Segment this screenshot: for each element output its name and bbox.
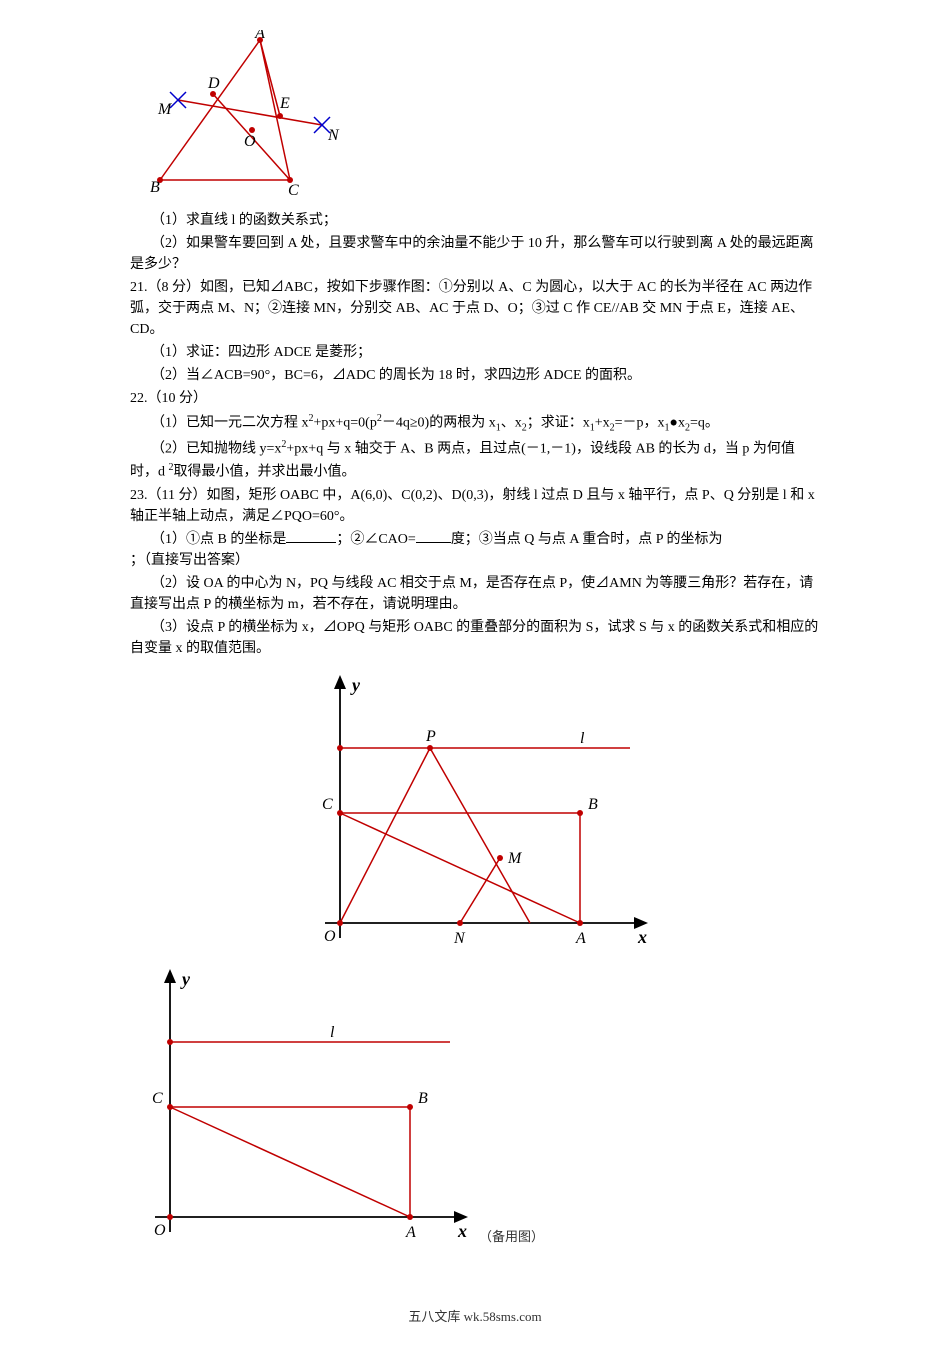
label-l3: l	[330, 1024, 335, 1041]
label-y-axis-3: y	[180, 969, 191, 989]
q23-sub1-c: 度；③当点 Q 与点 A 重合时，点 P 的坐标为	[451, 532, 723, 547]
q23-sub2: （2）设 OA 的中心为 N，PQ 与线段 AC 相交于点 M，是否存在点 P，…	[130, 573, 820, 615]
label-x-axis-3: x	[457, 1221, 467, 1241]
q23-header: 23.（11 分）如图，矩形 OABC 中，A(6,0)、C(0,2)、D(0,…	[130, 485, 820, 527]
q22-sub1-i: =q。	[690, 416, 719, 431]
label-n2: N	[453, 930, 466, 947]
label-b2: B	[588, 796, 598, 813]
figure-coord-main: y x O A B C P l M N	[280, 663, 820, 953]
figure3-caption: （备用图）	[479, 1227, 544, 1247]
q20-sub2: （2）如果警车要回到 A 处，且要求警车中的余油量不能少于 10 升，那么警车可…	[130, 233, 820, 275]
label-y-axis: y	[350, 675, 361, 695]
triangle-diagram: A B C D E M N O	[130, 30, 360, 200]
q21-sub1: （1）求证：四边形 ADCE 是菱形；	[130, 342, 820, 363]
label-b3: B	[418, 1090, 428, 1107]
label-c2: C	[322, 796, 333, 813]
q22-sub1-d: 、x	[501, 416, 522, 431]
page-footer: 五八文库 wk.58sms.com	[130, 1307, 820, 1327]
label-a2: A	[575, 930, 586, 947]
label-a: A	[254, 30, 265, 42]
q23-sub1-b: ；②∠CAO=	[336, 532, 415, 547]
q22-sub1-b: +px+q=0(p	[314, 416, 377, 431]
label-l2: l	[580, 730, 585, 747]
figure-triangle-abc: A B C D E M N O	[130, 30, 820, 200]
q22-header: 22.（10 分）	[130, 388, 820, 409]
blank-angle	[416, 529, 451, 543]
q22-sub1-f: +x	[595, 416, 610, 431]
q22-sub1: （1）已知一元二次方程 x2+px+q=0(p2－4q≥0)的两根为 x1、x2…	[130, 411, 820, 435]
q22-sub1-g: =－p，x	[615, 416, 665, 431]
label-c: C	[288, 182, 299, 199]
q21-header: 21.（8 分）如图，已知⊿ABC，按如下步骤作图：①分别以 A、C 为圆心，以…	[130, 277, 820, 340]
coord-diagram-backup: y x O A B C l	[130, 957, 475, 1247]
q22-sub2-c: 取得最小值，并求出最小值。	[174, 465, 356, 480]
label-d: D	[207, 75, 220, 92]
q22-sub1-c: －4q≥0)的两根为 x	[382, 416, 496, 431]
label-m: M	[157, 101, 173, 118]
coord-diagram-main: y x O A B C P l M N	[280, 663, 660, 953]
label-p2: P	[425, 728, 436, 745]
label-n: N	[327, 127, 340, 144]
q22-sub1-h: ●x	[670, 416, 685, 431]
label-c3: C	[152, 1090, 163, 1107]
q22-sub2-a: （2）已知抛物线 y=x	[151, 442, 281, 457]
q23-sub3: （3）设点 P 的横坐标为 x，⊿OPQ 与矩形 OABC 的重叠部分的面积为 …	[130, 617, 820, 659]
label-x-axis: x	[637, 927, 647, 947]
label-b: B	[150, 179, 160, 196]
blank-b-coord	[286, 529, 336, 543]
q23-sub1-d: ；（直接写出答案）	[130, 553, 249, 568]
label-a3: A	[405, 1224, 416, 1241]
label-o2: O	[324, 928, 336, 945]
q22-sub1-a: （1）已知一元二次方程 x	[151, 416, 309, 431]
label-o3: O	[154, 1222, 166, 1239]
q23-sub1: （1）①点 B 的坐标是 ；②∠CAO= 度；③当点 Q 与点 A 重合时，点 P …	[130, 529, 820, 571]
q22-sub2: （2）已知抛物线 y=x2+px+q 与 x 轴交于 A、B 两点，且过点(－1…	[130, 437, 820, 482]
q20-sub1: （1）求直线 l 的函数关系式；	[130, 210, 820, 231]
q23-sub1-a: （1）①点 B 的坐标是	[151, 532, 286, 547]
figure-coord-backup: y x O A B C l （备用图）	[130, 957, 820, 1247]
label-e: E	[279, 95, 290, 112]
label-o: O	[244, 133, 256, 150]
q22-sub1-e: ；求证：x	[527, 416, 590, 431]
label-m2: M	[507, 850, 523, 867]
q21-sub2: （2）当∠ACB=90°，BC=6，⊿ADC 的周长为 18 时，求四边形 AD…	[130, 365, 820, 386]
